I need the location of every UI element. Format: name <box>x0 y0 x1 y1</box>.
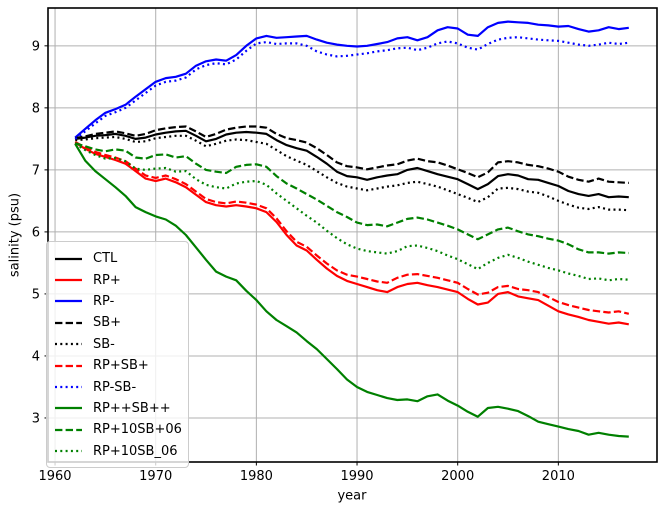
legend-item-RP+10SB+06: RP+10SB+06 <box>55 419 182 440</box>
legend-label: RP+10SB+06 <box>93 422 182 438</box>
legend-label: SB- <box>93 336 115 352</box>
legend-item-RP+SB+: RP+SB+ <box>55 355 180 376</box>
axes-frame <box>47 7 658 463</box>
y-tick-label-3: 3 <box>32 411 40 426</box>
legend-label: RP+10SB_06 <box>93 443 178 459</box>
legend: CTL RP+ RP- SB+ SB- RP+SB+ RP-SB- RP++SB++ RP+10… <box>46 241 189 468</box>
legend-line-sample-dashed <box>55 364 82 367</box>
y-tick-label-5: 5 <box>32 287 40 302</box>
legend-item-RP++SB++: RP++SB++ <box>55 398 180 419</box>
legend-line-sample-solid <box>55 257 82 260</box>
legend-label: RP- <box>93 293 115 309</box>
legend-item-RP+10SB_06: RP+10SB_06 <box>55 441 180 462</box>
y-tick-label-6: 6 <box>32 225 40 240</box>
legend-line-sample-dotted <box>55 450 82 453</box>
y-axis-label: salinity (psu) <box>7 192 23 278</box>
legend-line-sample-dashed <box>55 428 82 431</box>
series-line-RP+SB+ <box>74 141 630 315</box>
tick-labels: 1960 1970 1980 1990 2000 2010 3 4 5 6 7 8 9 <box>32 39 575 484</box>
legend-item-CTL: CTL <box>55 248 180 269</box>
series-line-RP+10SB+06 <box>74 142 629 255</box>
x-tick-label-1990: 1990 <box>340 469 373 484</box>
legend-item-RP+: RP+ <box>55 269 180 290</box>
legend-line-sample-dotted <box>55 385 82 389</box>
legend-label: RP+SB+ <box>93 358 149 374</box>
legend-label: CTL <box>93 251 118 267</box>
legend-label: RP+ <box>93 272 121 288</box>
legend-label: SB+ <box>93 315 122 331</box>
legend-item-RP-SB-: RP-SB- <box>55 376 180 397</box>
series-line-SB+ <box>75 125 629 184</box>
legend-label: RP-SB- <box>93 379 137 395</box>
series-line-SB- <box>75 134 629 212</box>
x-tick-label-1960: 1960 <box>38 469 71 484</box>
legend-item-RP-: RP- <box>55 291 180 312</box>
y-tick-label-4: 4 <box>32 349 40 364</box>
legend-line-sample-dotted <box>55 343 82 346</box>
x-tick-label-1970: 1970 <box>139 469 172 484</box>
legend-line-sample-solid <box>55 407 82 410</box>
series-lines <box>74 20 630 438</box>
series-line-RP++SB++ <box>74 143 629 438</box>
x-tick-label-1980: 1980 <box>240 469 273 484</box>
legend-label: RP++SB++ <box>93 400 171 416</box>
legend-item-SB-: SB- <box>55 334 180 355</box>
legend-line-sample-dashed <box>55 321 82 324</box>
series-line-RP-SB- <box>74 36 629 140</box>
legend-item-SB+: SB+ <box>55 312 180 333</box>
legend-line-sample-solid <box>55 300 82 303</box>
x-tick-label-2010: 2010 <box>542 469 575 484</box>
x-tick-label-2000: 2000 <box>441 469 474 484</box>
x-axis-label: year <box>337 488 367 504</box>
series-line-RP+ <box>74 141 629 326</box>
y-tick-label-9: 9 <box>32 39 40 54</box>
series-line-RP- <box>74 20 629 139</box>
series-line-CTL <box>75 129 629 199</box>
legend-line-sample-solid <box>55 278 82 282</box>
y-tick-label-8: 8 <box>32 101 40 116</box>
y-tick-label-7: 7 <box>32 163 40 178</box>
